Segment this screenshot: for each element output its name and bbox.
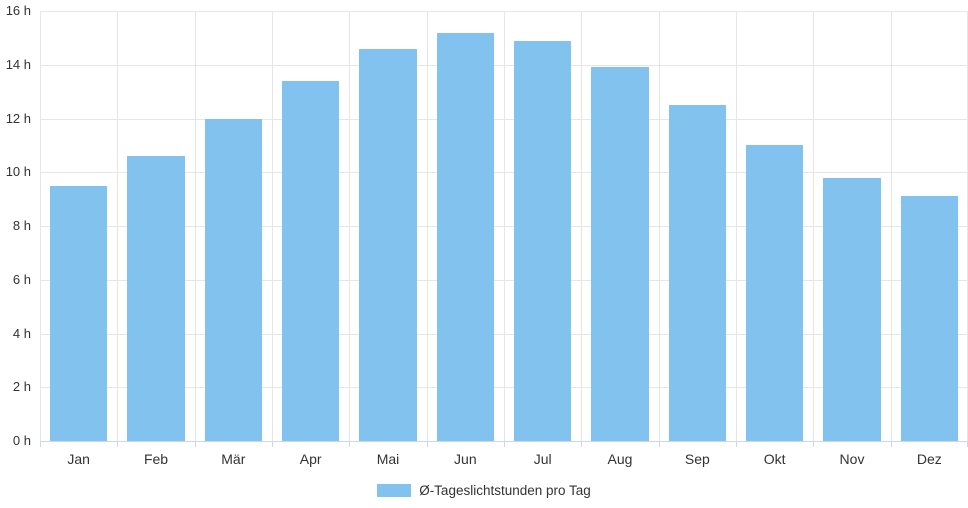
x-axis-label-mai: Mai	[376, 451, 400, 467]
bar-band	[427, 11, 504, 441]
bar-jul[interactable]	[514, 40, 572, 441]
x-axis-label-aug: Aug	[607, 451, 633, 467]
legend-item[interactable]: Ø-Tageslichtstunden pro Tag	[0, 483, 968, 498]
axis-tick	[117, 441, 119, 447]
bar-nov[interactable]	[823, 177, 881, 441]
axis-tick	[272, 441, 273, 447]
bar-jun[interactable]	[436, 32, 494, 441]
y-axis-label: 8 h	[12, 218, 31, 233]
x-axis-label-feb: Feb	[143, 451, 169, 467]
y-axis-label: 14 h	[5, 56, 31, 72]
axis-tick	[40, 441, 41, 447]
x-axis-label-jul: Jul	[533, 451, 552, 467]
x-axis-label-mar: Mär	[221, 451, 246, 467]
axis-tick	[349, 441, 351, 447]
bar-apr[interactable]	[282, 80, 340, 441]
axis-tick	[813, 441, 815, 447]
gridline-vertical	[272, 11, 273, 441]
bar-band	[272, 11, 349, 441]
bar-band	[349, 11, 426, 441]
x-axis-label-dez: Dez	[916, 451, 942, 467]
x-axis-label-nov: Nov	[839, 451, 865, 467]
gridline-vertical	[658, 11, 660, 441]
bar-mai[interactable]	[359, 48, 417, 441]
axis-tick	[736, 441, 737, 447]
y-axis-label: 12 h	[5, 110, 31, 126]
bar-band	[813, 11, 890, 441]
bar-band	[195, 11, 272, 441]
x-axis-label-apr: Apr	[299, 451, 322, 467]
axis-tick	[504, 441, 505, 447]
gridline-vertical	[581, 11, 583, 441]
bar-band	[891, 11, 968, 441]
y-axis-label: 6 h	[12, 271, 31, 287]
gridline-vertical	[890, 11, 892, 441]
axis-tick	[426, 441, 428, 447]
bar-band	[659, 11, 736, 441]
y-axis-label: 2 h	[12, 379, 31, 395]
legend-swatch-icon	[377, 484, 412, 497]
gridline-vertical	[40, 11, 41, 441]
bar-aug[interactable]	[591, 67, 649, 441]
y-axis-label: 10 h	[5, 164, 31, 180]
gridline-vertical	[426, 11, 428, 441]
y-axis-label: 0 h	[12, 433, 31, 448]
gridline-vertical	[349, 11, 351, 441]
bar-dez[interactable]	[900, 196, 958, 441]
bar-mar[interactable]	[204, 118, 262, 441]
bar-feb[interactable]	[127, 156, 185, 441]
bar-band	[117, 11, 194, 441]
bar-band	[581, 11, 658, 441]
bar-sep[interactable]	[668, 105, 726, 441]
x-axis-label-okt: Okt	[763, 451, 786, 467]
axis-tick	[581, 441, 583, 447]
legend-label: Ø-Tageslichtstunden pro Tag	[419, 483, 591, 498]
axis-tick	[890, 441, 892, 447]
bar-band	[504, 11, 581, 441]
gridline-vertical	[194, 11, 196, 441]
gridline-vertical	[736, 11, 737, 441]
x-axis-label-sep: Sep	[684, 451, 710, 467]
x-axis-label-jun: Jun	[454, 451, 477, 467]
axis-tick	[658, 441, 660, 447]
gridline-vertical	[117, 11, 119, 441]
gridline-vertical	[504, 11, 505, 441]
bar-band	[40, 11, 117, 441]
x-axis-label-jan: Jan	[67, 451, 90, 467]
plot-area	[40, 11, 968, 441]
axis-tick	[194, 441, 196, 447]
bar-jan[interactable]	[50, 185, 108, 441]
y-axis-label: 4 h	[12, 325, 31, 341]
gridline-vertical	[813, 11, 815, 441]
bar-band	[736, 11, 813, 441]
bar-okt[interactable]	[746, 145, 804, 441]
y-axis-label: 16 h	[5, 3, 31, 18]
